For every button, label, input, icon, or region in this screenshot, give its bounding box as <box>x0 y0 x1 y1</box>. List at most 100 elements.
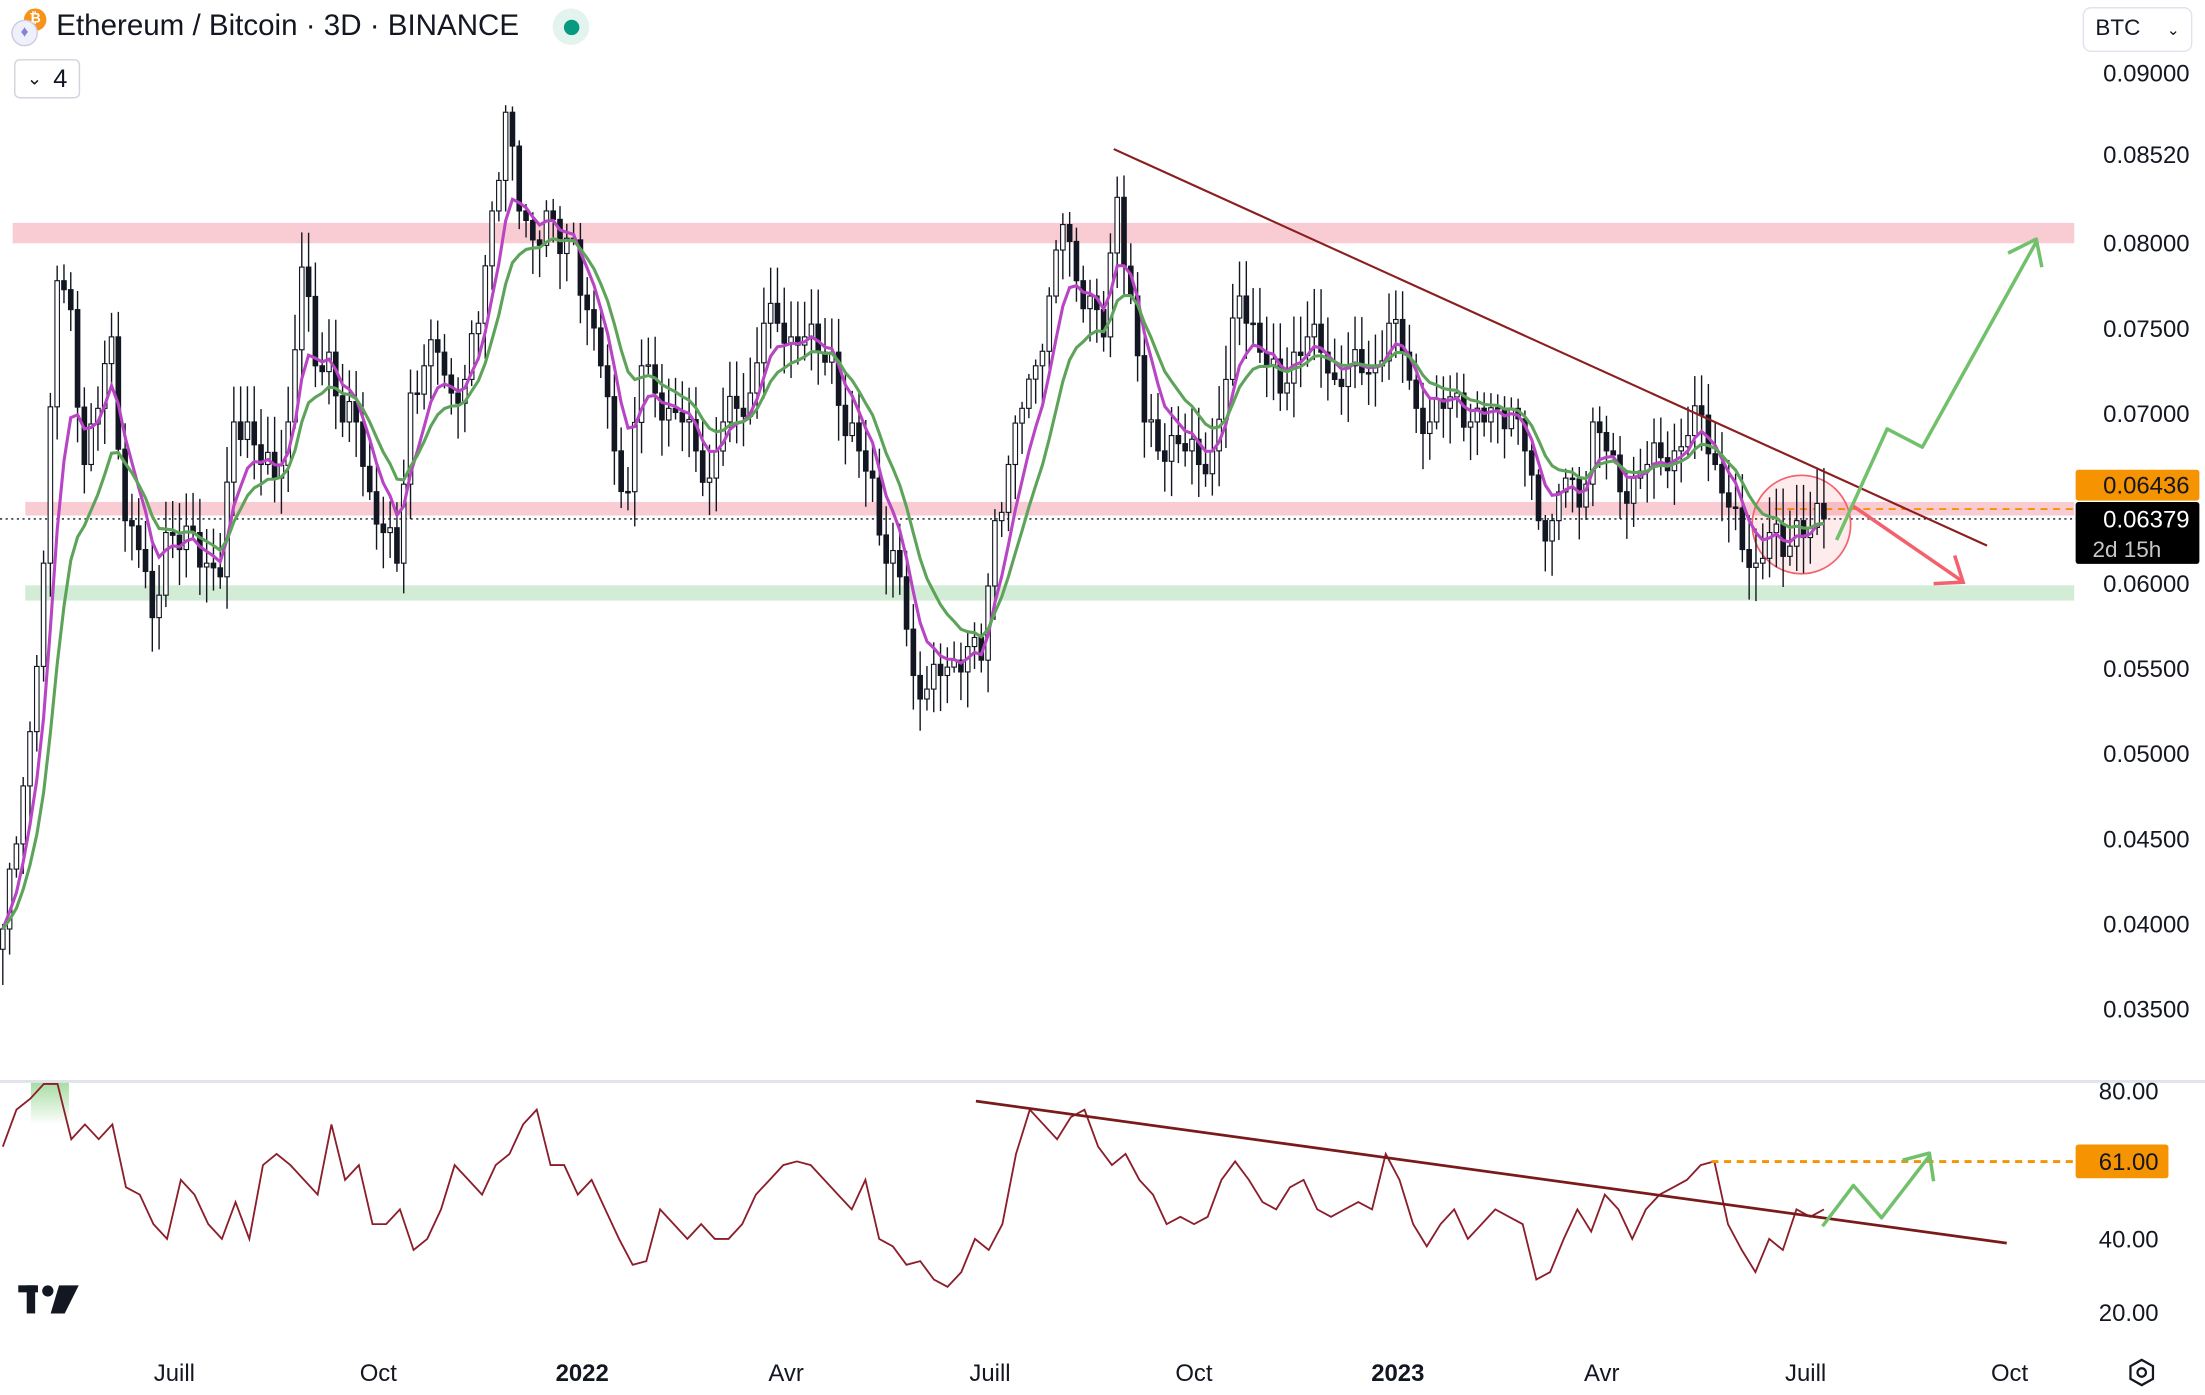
candle <box>577 223 584 324</box>
candle <box>366 437 373 501</box>
candle <box>13 836 20 878</box>
candle <box>618 427 624 509</box>
candle <box>795 301 801 365</box>
indicators-collapse-button[interactable]: ⌄ 4 <box>14 59 81 99</box>
time-axis-label: Juill <box>969 1360 1010 1387</box>
candle <box>509 106 516 181</box>
candle <box>1603 415 1610 480</box>
candle <box>1549 513 1555 576</box>
candle <box>1494 394 1501 444</box>
candle <box>530 212 536 274</box>
resistance-zone[interactable] <box>25 501 2075 516</box>
time-axis-label: Juill <box>154 1360 195 1387</box>
candle <box>958 642 964 701</box>
candle <box>1719 432 1725 522</box>
tradingview-logo[interactable] <box>18 1285 79 1314</box>
candle <box>1338 345 1345 415</box>
candle <box>231 386 237 517</box>
candle <box>536 230 543 278</box>
last-price-label-bg <box>2075 502 2200 564</box>
currency-label: BTC <box>2095 16 2141 41</box>
candle <box>101 340 108 445</box>
symbol-header[interactable]: ₿ ♦ Ethereum / Bitcoin · 3D · BINANCE <box>11 8 590 47</box>
candle <box>856 391 862 478</box>
candle <box>1297 316 1304 388</box>
candle <box>611 374 618 485</box>
candle <box>693 387 699 473</box>
candle <box>645 337 652 376</box>
currency-select[interactable]: BTC ⌄ <box>2082 7 2193 53</box>
candle <box>0 923 6 986</box>
candle <box>930 642 937 713</box>
candle <box>910 604 917 710</box>
candle <box>1182 413 1188 467</box>
candle <box>1590 407 1596 507</box>
candle <box>944 647 951 704</box>
price-trendline[interactable] <box>1113 148 1988 547</box>
candle <box>1168 407 1175 497</box>
candle <box>1746 515 1752 600</box>
time-axis-label: Oct <box>1175 1360 1213 1387</box>
candle <box>1359 317 1365 386</box>
candle <box>1012 415 1019 500</box>
candle <box>1005 455 1012 532</box>
candle <box>1121 175 1127 296</box>
resistance-zone[interactable] <box>12 222 2075 244</box>
time-axis-label: Avr <box>1584 1360 1619 1387</box>
price-tick-label: 0.06436 <box>2103 473 2189 500</box>
candle <box>1787 510 1793 566</box>
candle <box>428 319 434 400</box>
candle <box>951 641 957 673</box>
candle <box>672 377 679 420</box>
candle <box>971 622 978 670</box>
candle <box>1379 330 1386 383</box>
candle <box>1447 375 1453 444</box>
candle <box>33 654 40 752</box>
candle <box>244 386 251 458</box>
candle <box>1284 347 1290 411</box>
price-tick-label: 0.07000 <box>2103 401 2189 428</box>
candle <box>1073 227 1080 302</box>
candle <box>1046 287 1053 378</box>
support-zone[interactable] <box>25 585 2075 601</box>
price-tick-label: 0.03500 <box>2103 996 2189 1023</box>
price-tick-label: 0.06000 <box>2103 571 2189 598</box>
ethereum-icon: ♦ <box>11 19 38 47</box>
time-axis-label: Juill <box>1785 1360 1826 1387</box>
candle <box>815 289 822 385</box>
candle <box>142 520 149 589</box>
price-tick-label: 0.08520 <box>2103 142 2189 169</box>
candle <box>1345 332 1352 422</box>
market-open-status-icon[interactable] <box>552 8 590 45</box>
bearish-arrow <box>1852 504 1966 586</box>
candle <box>122 423 128 552</box>
rsi-line <box>1 1083 1825 1288</box>
ma-fast-line <box>1 197 1825 930</box>
settings-gear-icon[interactable] <box>2129 1358 2155 1387</box>
candle <box>1440 376 1447 438</box>
candle <box>1066 211 1073 277</box>
candle <box>400 459 407 594</box>
candle <box>584 277 591 346</box>
candle <box>1488 393 1494 443</box>
candle <box>129 493 135 561</box>
chevron-down-icon: ⌄ <box>2166 21 2180 39</box>
candle <box>788 301 794 379</box>
rsi-tick-label: 40.00 <box>2099 1226 2159 1253</box>
candle <box>421 344 427 410</box>
candle <box>339 363 346 438</box>
candle <box>163 501 169 608</box>
candle <box>1386 293 1392 380</box>
candle <box>353 371 359 457</box>
price-tick-label: 0.05000 <box>2103 741 2189 768</box>
candle <box>88 403 94 472</box>
candle <box>265 416 271 475</box>
candle <box>543 200 550 258</box>
candle <box>625 467 631 511</box>
rsi-trendline[interactable] <box>975 1099 2007 1245</box>
rsi-tick-label: 80.00 <box>2099 1079 2159 1106</box>
last-price-label: 0.06379 <box>2103 506 2189 533</box>
candle <box>1223 345 1229 448</box>
candle <box>156 565 162 650</box>
